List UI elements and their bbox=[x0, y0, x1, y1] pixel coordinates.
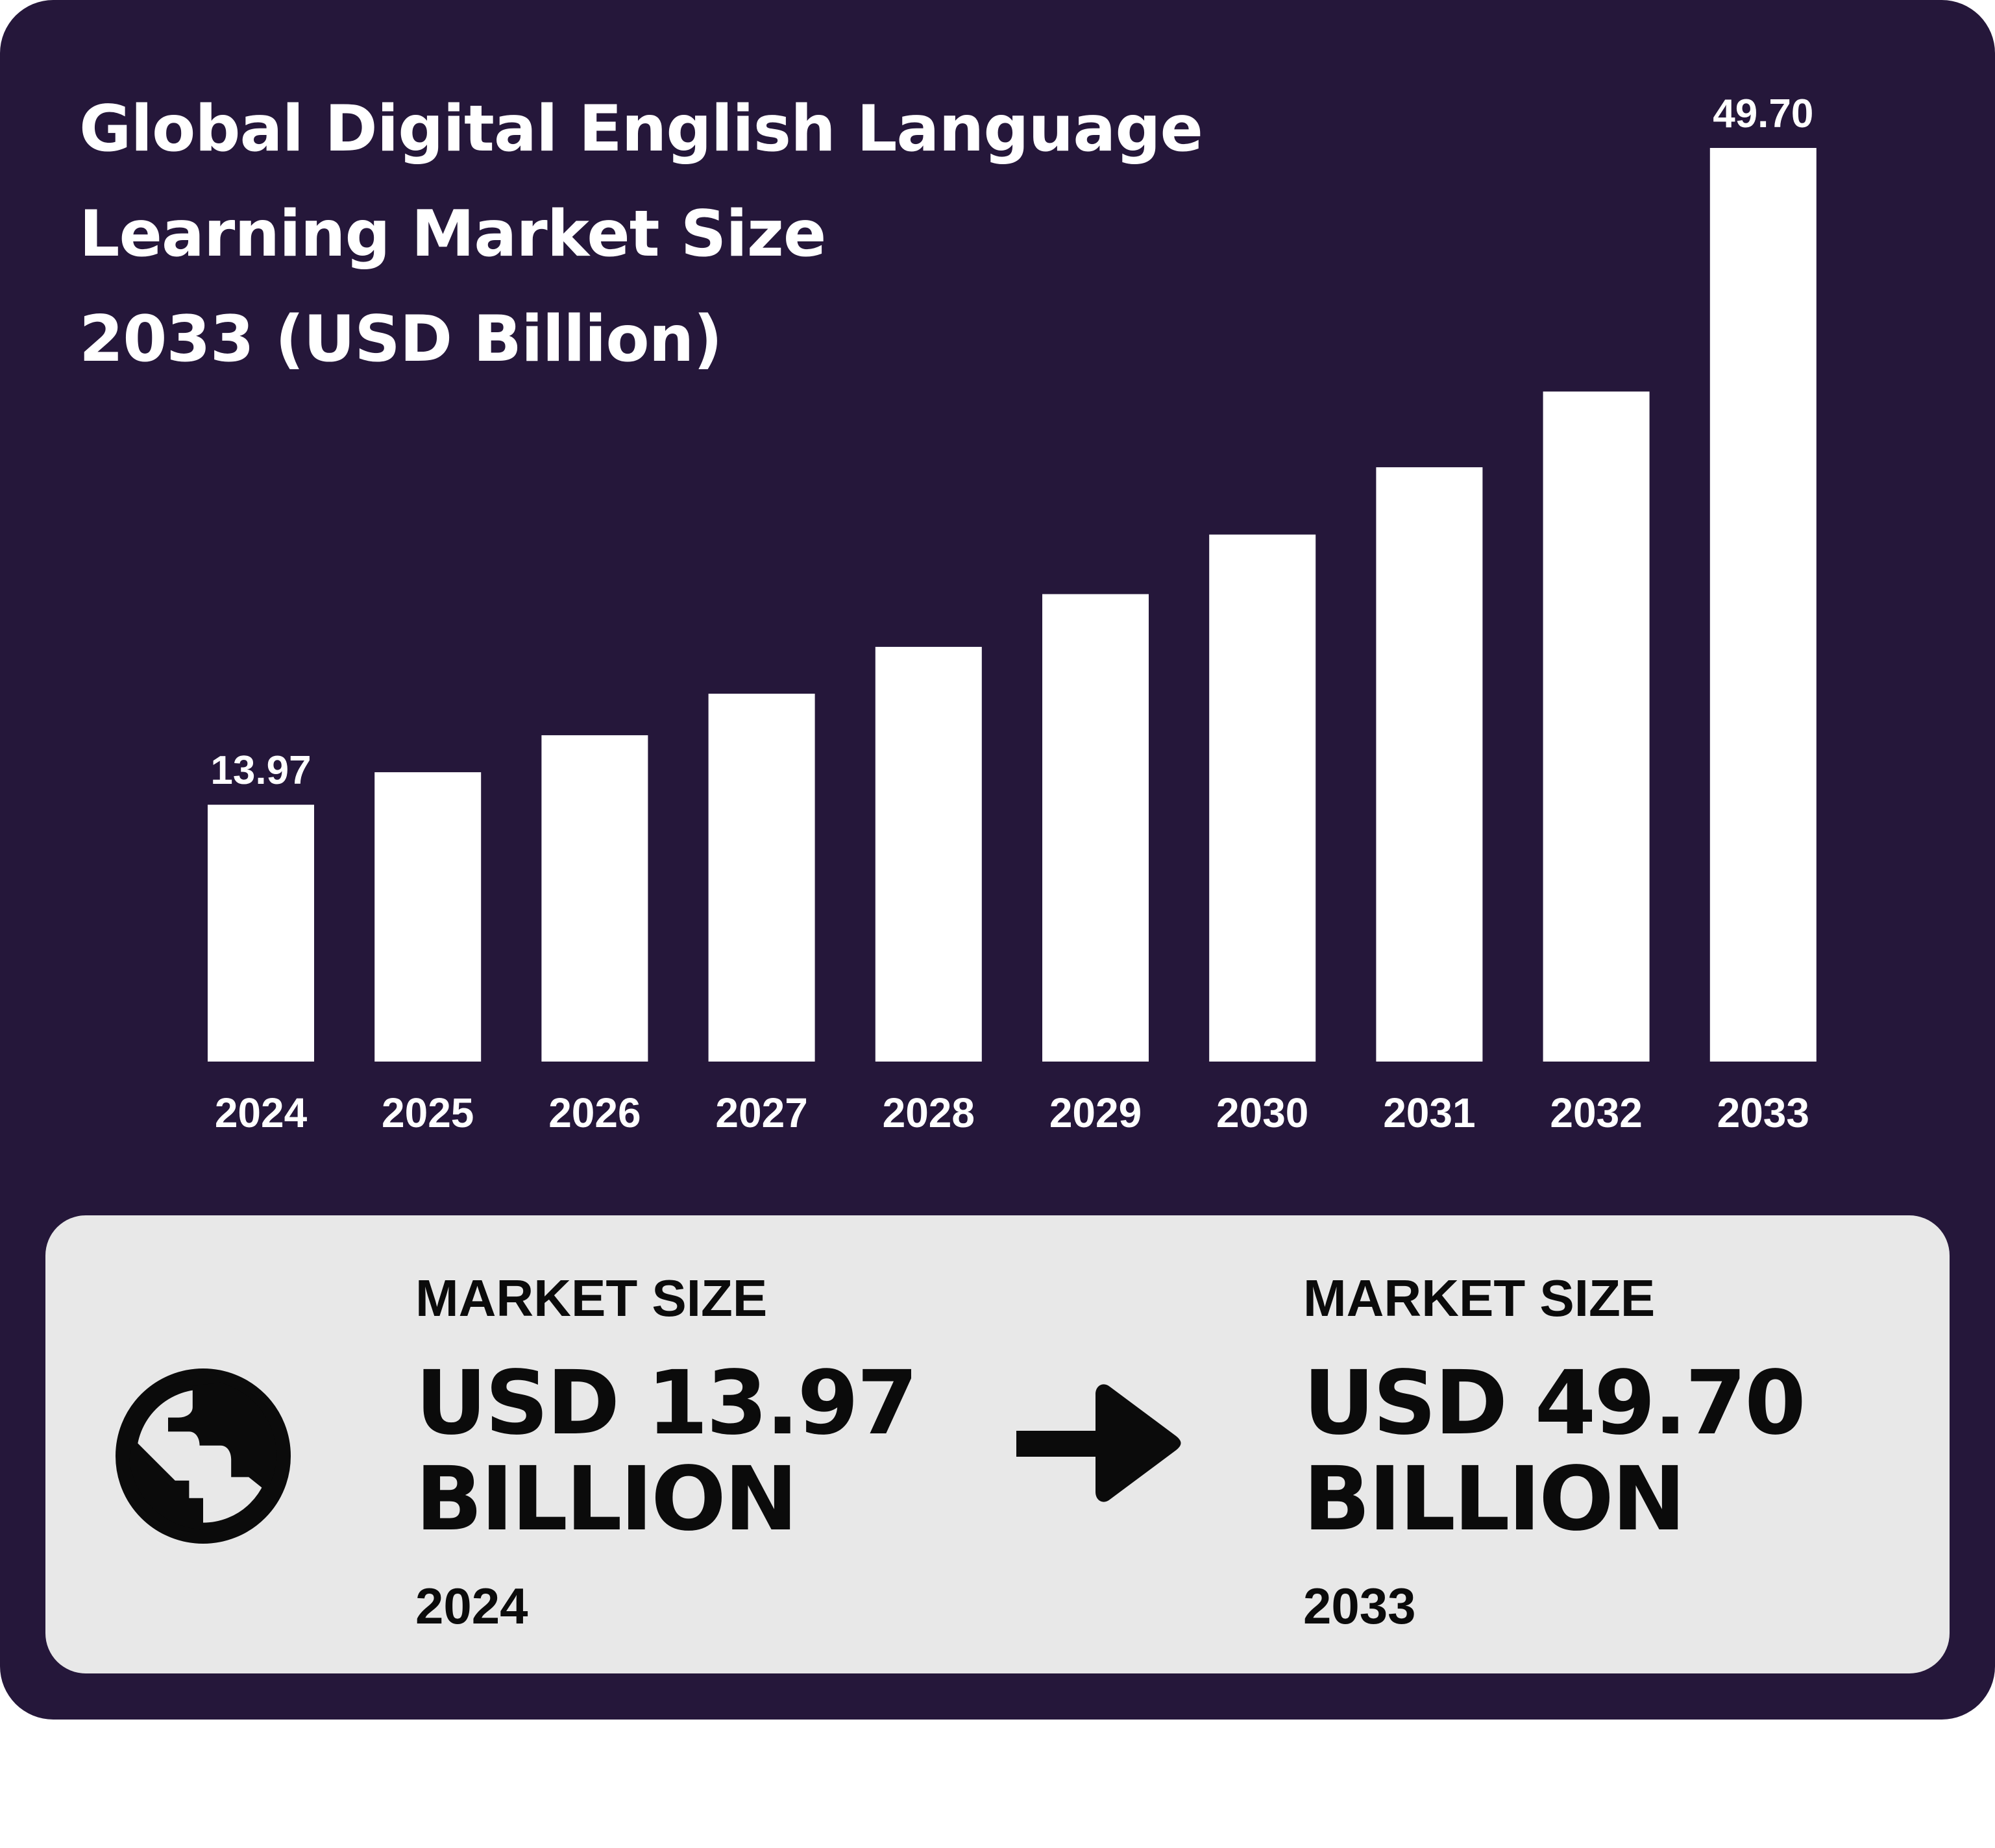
market-size-2024: MARKET SIZE USD 13.97 BILLION 2024 bbox=[415, 1267, 999, 1637]
summary-panel: MARKET SIZE USD 13.97 BILLION 2024 MARKE… bbox=[45, 1215, 1950, 1673]
data-label-2024: 13.97 bbox=[210, 748, 311, 793]
x-tick-label-2024: 2024 bbox=[215, 1089, 308, 1136]
market-size-label-left: MARKET SIZE bbox=[415, 1269, 768, 1327]
chart-title-line-1: Global Digital English Language bbox=[79, 92, 1203, 166]
x-tick-label-2031: 2031 bbox=[1383, 1089, 1475, 1136]
market-size-value-right: USD 49.70 BILLION bbox=[1303, 1352, 1806, 1551]
x-tick-label-2028: 2028 bbox=[883, 1089, 975, 1136]
bar-2030 bbox=[1209, 534, 1316, 1062]
bar-2028 bbox=[875, 646, 982, 1062]
x-tick-label-2032: 2032 bbox=[1550, 1089, 1642, 1136]
x-tick-label-2027: 2027 bbox=[715, 1089, 807, 1136]
x-tick-label-2025: 2025 bbox=[382, 1089, 474, 1136]
chart-title-line-2: Learning Market Size bbox=[79, 197, 826, 271]
bar-2027 bbox=[708, 694, 815, 1062]
x-tick-label-2029: 2029 bbox=[1049, 1089, 1142, 1136]
bar-2032 bbox=[1543, 391, 1650, 1062]
bar-2029 bbox=[1042, 594, 1149, 1062]
data-label-2033: 49.70 bbox=[1713, 91, 1813, 136]
market-size-value-left: USD 13.97 BILLION bbox=[415, 1352, 918, 1551]
market-size-2033: MARKET SIZE USD 49.70 BILLION 2033 bbox=[1303, 1267, 1887, 1637]
x-tick-label-2030: 2030 bbox=[1216, 1089, 1308, 1136]
x-tick-label-2033: 2033 bbox=[1717, 1089, 1809, 1136]
bar-2031 bbox=[1376, 467, 1483, 1062]
chart-title: Global Digital English Language Learning… bbox=[79, 77, 1377, 392]
chart-title-line-3: 2033 (USD Billion) bbox=[79, 302, 722, 376]
x-tick-label-2026: 2026 bbox=[548, 1089, 641, 1136]
bar-chart: 2024 2025 2026 2027 2028 2029 2030 2031 2032 2033… bbox=[208, 91, 1817, 1136]
bar-2033 bbox=[1709, 148, 1817, 1062]
bar-2025 bbox=[374, 772, 482, 1062]
market-size-label-right: MARKET SIZE bbox=[1303, 1269, 1656, 1327]
market-size-year-left: 2024 bbox=[415, 1577, 528, 1635]
chart-card: Global Digital English Language Learning… bbox=[0, 0, 1995, 1720]
market-size-year-right: 2033 bbox=[1303, 1577, 1416, 1635]
globe-icon bbox=[116, 1368, 291, 1544]
bar-2026 bbox=[541, 735, 648, 1062]
bar-2024 bbox=[208, 805, 314, 1062]
arrow-right-icon bbox=[1016, 1384, 1181, 1502]
